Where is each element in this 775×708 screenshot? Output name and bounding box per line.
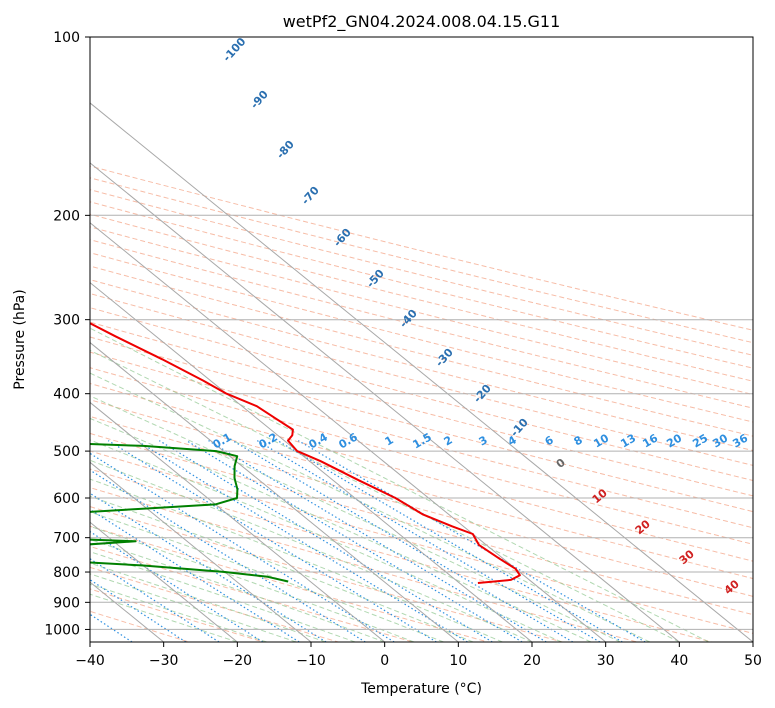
x-tick-label: −40: [75, 653, 105, 669]
mixing-ratio-line: [158, 440, 493, 642]
y-tick-label: 600: [53, 491, 80, 507]
y-tick-label: 400: [53, 387, 80, 403]
plot-background: [90, 37, 753, 642]
dry-adiabat-line: [90, 293, 753, 466]
y-axis-label: Pressure (hPa): [12, 289, 28, 389]
dry-adiabat-line: [90, 279, 753, 452]
x-tick-label: −20: [223, 653, 253, 669]
moist-adiabat-line: [90, 478, 503, 642]
mixing-ratio-line: [232, 440, 574, 642]
plot-area: [90, 37, 753, 642]
x-tick-label: −30: [149, 653, 179, 669]
mixing-ratio-line: [208, 440, 547, 642]
mixing-ratio-line: [90, 579, 187, 642]
dry-adiabat-line: [90, 213, 753, 382]
isotherm-line: [90, 341, 459, 642]
y-tick-label: 500: [53, 444, 80, 460]
dry-adiabat-line: [90, 506, 563, 642]
dry-adiabat-line: [90, 265, 753, 437]
y-tick-label: 800: [53, 565, 80, 581]
mixing-ratio-line: [90, 613, 133, 642]
moist-adiabat-line: [90, 538, 385, 642]
mixing-ratio-line: [90, 492, 327, 642]
x-tick-label: −10: [296, 653, 326, 669]
y-tick-label: 900: [53, 595, 80, 611]
dry-adiabat-line: [90, 189, 753, 356]
x-tick-label: 20: [523, 653, 541, 669]
dry-adiabat-line: [90, 367, 753, 545]
isotherm-line: [90, 102, 753, 642]
moist-adiabat-line: [90, 459, 533, 642]
chart-title: wetPf2_GN04.2024.008.04.15.G11: [283, 12, 561, 32]
mixing-ratio-line: [90, 508, 300, 642]
x-tick-label: 40: [670, 653, 688, 669]
mixing-ratio-line: [90, 558, 220, 642]
y-tick-label: 100: [53, 30, 80, 46]
x-tick-label: 50: [744, 653, 762, 669]
dry-adiabat-line: [90, 201, 753, 369]
y-tick-label: 300: [53, 313, 80, 329]
x-tick-label: 0: [380, 653, 389, 669]
isotherm-line: [90, 461, 312, 642]
y-tick-label: 700: [53, 531, 80, 547]
x-axis-label: Temperature (°C): [360, 681, 482, 697]
mixing-ratio-line: [277, 440, 623, 642]
dewpoint-profile-line: [90, 443, 289, 583]
mixing-ratio-line: [90, 469, 366, 642]
dry-adiabat-line: [90, 177, 753, 344]
x-tick-label: 30: [597, 653, 615, 669]
moist-adiabat-line: [90, 511, 444, 642]
moist-adiabat-line: [90, 573, 297, 642]
x-tick-label: 10: [449, 653, 467, 669]
mixing-ratio-line: [136, 440, 468, 642]
isotherm-line: [90, 401, 386, 642]
isotherm-line: [90, 162, 680, 642]
isotherm-line: [90, 281, 533, 642]
moist-adiabat-line: [90, 395, 621, 642]
isotherm-line: [90, 222, 607, 642]
moist-adiabat-line: [90, 562, 326, 642]
y-tick-label: 1000: [44, 622, 80, 638]
moist-adiabat-line: [90, 327, 710, 642]
dry-adiabat-line: [90, 252, 753, 423]
mixing-ratio-line: [107, 440, 437, 642]
mixing-ratio-line: [256, 440, 601, 642]
mixing-ratio-line: [297, 440, 646, 642]
temperature-profile-line: [90, 322, 521, 584]
dry-adiabat-line: [90, 336, 753, 513]
dry-adiabat-line: [90, 399, 753, 580]
y-tick-label: 200: [53, 208, 80, 224]
dry-adiabat-line: [90, 487, 638, 642]
plot-frame: [89, 36, 754, 643]
dry-adiabat-line: [90, 415, 753, 597]
moist-adiabat-line: [90, 417, 592, 642]
